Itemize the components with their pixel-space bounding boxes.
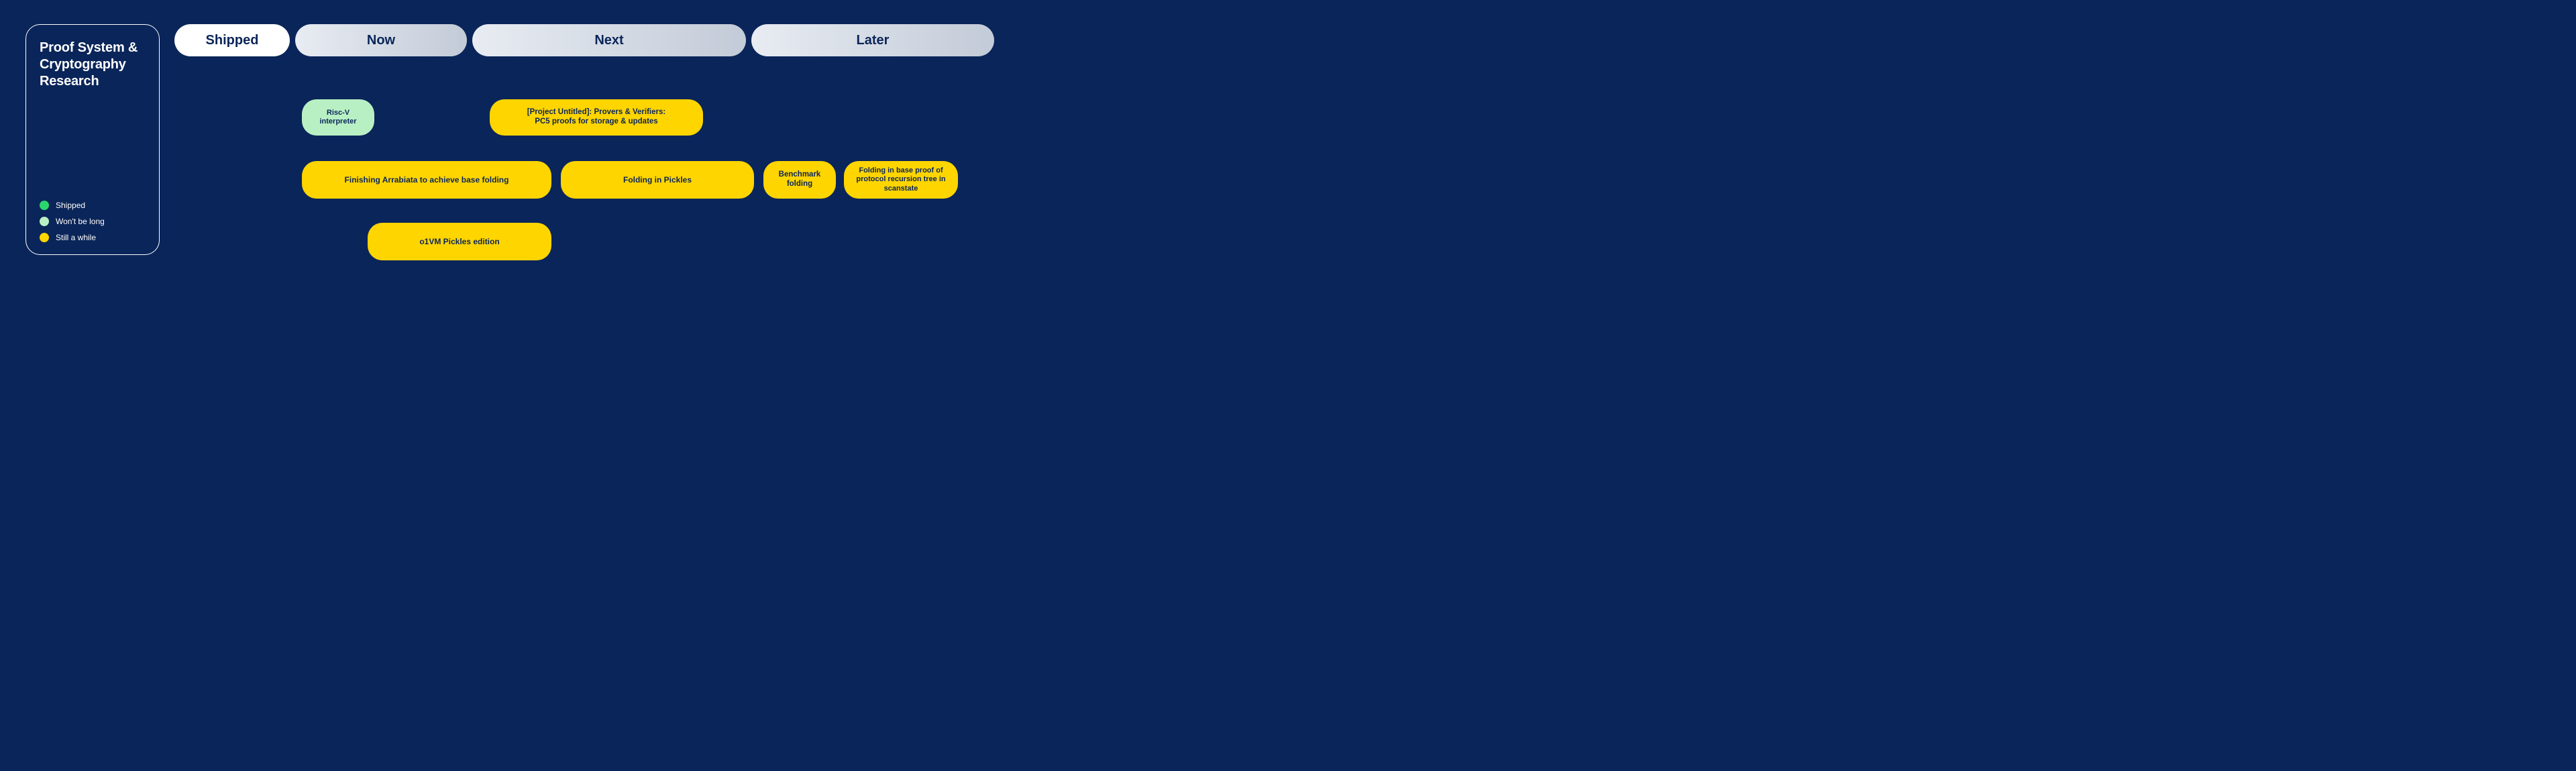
arrow-right-icon: › bbox=[755, 175, 758, 185]
legend-label: Shipped bbox=[56, 201, 85, 210]
phase-header-label: Now bbox=[367, 33, 395, 48]
roadmap-item-provers: [Project Untitled]: Provers & Verifiers:… bbox=[490, 99, 703, 136]
legend-dot-icon bbox=[40, 217, 49, 226]
phase-header-next: Next bbox=[472, 24, 746, 56]
phase-header-label: Next bbox=[594, 33, 623, 48]
roadmap-item-baseproof: Folding in base proof of protocol recurs… bbox=[844, 161, 958, 199]
legend-dot-icon bbox=[40, 233, 49, 242]
roadmap-item-label: Finishing Arrabiata to achieve base fold… bbox=[345, 175, 509, 185]
phase-header-shipped: Shipped bbox=[174, 24, 290, 56]
phase-header-label: Shipped bbox=[206, 33, 259, 48]
legend-dot-icon bbox=[40, 201, 49, 210]
roadmap-item-riscv: Risc-V interpreter bbox=[302, 99, 374, 136]
roadmap-item-arrabiata: Finishing Arrabiata to achieve base fold… bbox=[302, 161, 551, 199]
legend-row: Shipped bbox=[40, 201, 105, 210]
sidebar-card: Proof System & Cryptography Research Shi… bbox=[25, 24, 160, 255]
phase-header-label: Later bbox=[857, 33, 890, 48]
roadmap-item-label: [Project Untitled]: Provers & Verifiers:… bbox=[527, 108, 665, 127]
legend-label: Won't be long bbox=[56, 217, 105, 226]
roadmap-item-o1vm: o1VM Pickles edition bbox=[368, 223, 551, 260]
phase-header-now: Now bbox=[295, 24, 467, 56]
arrow-right-icon: › bbox=[553, 175, 555, 185]
legend-row: Won't be long bbox=[40, 217, 105, 226]
roadmap-item-label: Folding in Pickles bbox=[623, 175, 692, 185]
legend-label: Still a while bbox=[56, 233, 96, 242]
arrow-right-icon: › bbox=[837, 175, 840, 185]
roadmap-item-pickles: Folding in Pickles bbox=[561, 161, 754, 199]
phase-header-later: Later bbox=[751, 24, 994, 56]
roadmap-item-label: Folding in base proof of protocol recurs… bbox=[855, 166, 947, 193]
roadmap-canvas: Proof System & Cryptography Research Shi… bbox=[0, 0, 1030, 309]
roadmap-item-label: Benchmark folding bbox=[774, 170, 825, 189]
legend-row: Still a while bbox=[40, 233, 105, 242]
sidebar-title: Proof System & Cryptography Research bbox=[40, 40, 146, 90]
roadmap-item-label: Risc-V interpreter bbox=[313, 109, 364, 126]
legend: Shipped Won't be long Still a while bbox=[40, 201, 105, 242]
roadmap-item-benchmark: Benchmark folding bbox=[763, 161, 836, 199]
roadmap-item-label: o1VM Pickles edition bbox=[419, 237, 499, 246]
